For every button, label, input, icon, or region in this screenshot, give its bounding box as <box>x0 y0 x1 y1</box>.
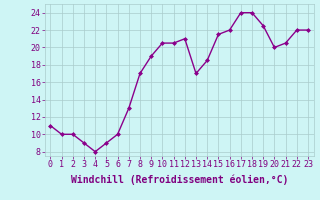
X-axis label: Windchill (Refroidissement éolien,°C): Windchill (Refroidissement éolien,°C) <box>70 175 288 185</box>
